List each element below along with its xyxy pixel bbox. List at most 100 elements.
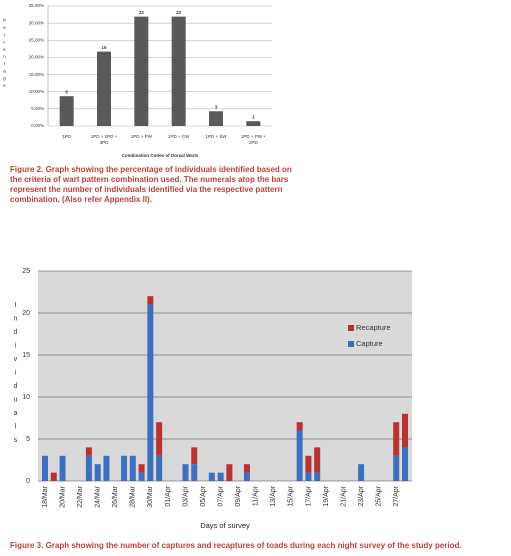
caption: Figure 2. Graph showing the percentage o…	[10, 165, 292, 204]
y-tick-label: 10.00%	[29, 89, 44, 94]
bar-segment	[217, 472, 224, 481]
y-tick-label: 25	[22, 268, 30, 275]
y-tick-label: 25.00%	[29, 37, 44, 42]
bar-segment	[129, 455, 136, 481]
x-tick-label: 30/Mar	[147, 485, 154, 507]
bar-segment	[182, 464, 189, 481]
bar-segment	[85, 447, 92, 456]
bar-segment	[147, 304, 154, 481]
x-tick-label: 21/Apr	[340, 485, 347, 506]
bar-segment	[358, 464, 365, 481]
bar-segment	[138, 464, 145, 473]
y-tick-label: 15.00%	[29, 72, 44, 77]
x-tick-label: 1PD + PW + 2PD	[240, 134, 266, 145]
x-tick-label: 09/Apr	[235, 485, 242, 506]
bar-segment	[191, 447, 198, 465]
bar	[134, 16, 149, 126]
bar-segment	[121, 455, 128, 481]
y-tick-label: 5	[26, 436, 30, 443]
legend-swatch	[348, 325, 354, 331]
plot-area	[38, 271, 412, 481]
y-axis-label: Percentage	[2, 18, 7, 90]
x-tick-label: 1PD + PW	[130, 134, 152, 139]
legend-label: Recapture	[356, 323, 391, 332]
bar-segment	[208, 472, 215, 481]
x-tick-label: 15/Apr	[288, 485, 295, 506]
x-tick-label: 23/Apr	[358, 485, 365, 506]
legend-swatch	[348, 341, 354, 347]
bar-segment	[314, 447, 321, 473]
y-tick-label: 10	[22, 394, 30, 401]
x-tick-label: 03/Apr	[182, 485, 189, 506]
bar-segment	[393, 455, 400, 481]
bar	[97, 51, 111, 126]
bar-segment	[402, 413, 408, 448]
bar-segment	[226, 464, 233, 481]
bar	[246, 121, 261, 126]
y-axis-label: Individuals	[12, 302, 19, 451]
y-tick-label: 20.00%	[29, 55, 44, 60]
y-tick-label: 5.00%	[31, 106, 44, 111]
bar-segment	[314, 472, 321, 481]
x-tick-label: 27/Apr	[393, 485, 400, 506]
bar-segment	[85, 455, 92, 481]
bar-segment	[94, 464, 101, 481]
bar-segment	[243, 472, 250, 481]
x-tick-label: 01/Apr	[165, 485, 172, 506]
y-tick-label: 15	[22, 352, 30, 359]
x-tick-label: 1PD + 2PD + 3PD	[90, 134, 118, 145]
y-tick-label: 0.00%	[31, 123, 44, 128]
legend-label: Capture	[356, 339, 383, 348]
x-tick-label: 1PD + CW	[167, 134, 190, 139]
count-label: 15	[101, 45, 107, 50]
x-axis-label: Days of survey	[200, 521, 250, 530]
x-tick-label: 11/Apr	[253, 485, 260, 506]
bar-segment	[305, 455, 312, 473]
count-label: 6	[65, 89, 68, 94]
bar-segment	[191, 464, 198, 481]
x-tick-label: 05/Apr	[200, 485, 207, 506]
bar-segment	[393, 422, 400, 456]
x-tick-label: 13/Apr	[270, 485, 277, 506]
bar-segment	[296, 422, 303, 431]
y-tick-label: 35.00%	[29, 3, 44, 8]
x-tick-label: 20/Mar	[59, 485, 66, 507]
count-label: 22	[139, 10, 145, 15]
x-tick-label: 18/Mar	[42, 485, 49, 507]
bar	[171, 16, 186, 126]
x-tick-label: 25/Apr	[376, 485, 383, 506]
bar-segment	[296, 430, 303, 481]
x-tick-label: 1PD	[62, 134, 72, 139]
y-tick-label: 20	[22, 310, 30, 317]
caption: Figure 3. Graph showing the number of ca…	[10, 541, 462, 550]
bar-segment	[243, 464, 250, 473]
bar-segment	[156, 422, 163, 456]
count-label: 1	[252, 114, 255, 119]
count-label: 22	[176, 10, 182, 15]
bar-segment	[156, 455, 163, 481]
x-tick-label: 17/Apr	[305, 485, 312, 506]
bar-segment	[402, 447, 408, 481]
bar-segment	[42, 455, 48, 481]
x-tick-label: 07/Apr	[217, 485, 224, 506]
bar-segment	[103, 455, 110, 481]
bar	[209, 111, 223, 126]
bar-segment	[59, 455, 66, 481]
x-tick-label: 19/Apr	[323, 485, 330, 506]
x-tick-label: 1PD + SW	[205, 134, 227, 139]
bar-segment	[50, 472, 57, 481]
x-tick-label: 28/Mar	[130, 485, 137, 507]
x-tick-label: 22/Mar	[77, 485, 84, 507]
bar	[59, 96, 74, 126]
y-tick-label: 0	[26, 478, 30, 485]
count-label: 3	[215, 104, 218, 109]
y-tick-label: 30.00%	[29, 20, 44, 25]
bar-segment	[138, 472, 145, 481]
x-tick-label: 24/Mar	[95, 485, 102, 507]
bar-segment	[147, 296, 154, 305]
x-axis-label: Combination Codes of Dorsal Warts	[121, 153, 199, 158]
bar-segment	[305, 472, 312, 481]
x-tick-label: 26/Mar	[112, 485, 119, 507]
